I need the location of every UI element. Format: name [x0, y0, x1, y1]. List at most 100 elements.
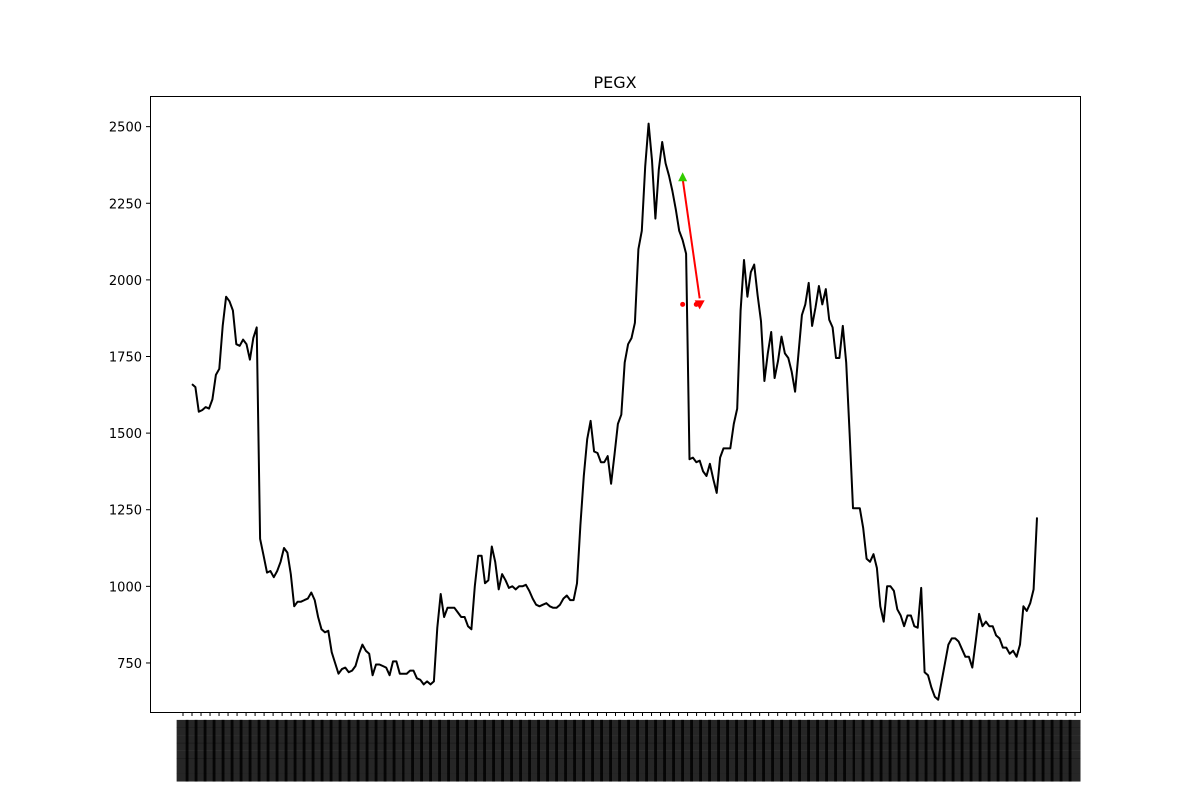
x-tick-label: ████████	[419, 720, 432, 783]
x-tick-label: ████████	[329, 720, 342, 783]
x-tick-label: ████████	[987, 720, 1000, 783]
x-tick-label: ████████	[960, 720, 973, 783]
chart-title: PEGX	[593, 73, 636, 92]
x-tick-label: ████████	[392, 720, 405, 783]
x-tick-label: ████████	[410, 720, 423, 783]
x-tick-label: ████████	[428, 720, 441, 783]
x-tick-label: ████████	[518, 720, 531, 783]
x-tick-label: ████████	[852, 720, 865, 783]
point-marker	[693, 301, 699, 307]
x-tick-label: ████████	[248, 720, 261, 783]
x-tick-label: ████████	[590, 720, 603, 783]
x-tick-label: ████████	[320, 720, 333, 783]
x-tick-label: ████████	[681, 720, 694, 783]
price-series-line	[191, 122, 1038, 701]
x-tick-label: ████████	[194, 720, 207, 783]
x-tick-label: ████████	[302, 720, 315, 783]
x-tick-label: ████████	[257, 720, 270, 783]
x-tick-label: ████████	[771, 720, 784, 783]
x-tick-label: ████████	[753, 720, 766, 783]
x-axis: ████████████████████████████████████████…	[176, 712, 1081, 783]
x-tick-label: ████████	[861, 720, 874, 783]
x-tick-label: ████████	[1059, 720, 1072, 783]
x-tick-label: ████████	[708, 720, 721, 783]
x-tick-label: ████████	[293, 720, 306, 783]
x-tick-label: ████████	[500, 720, 513, 783]
x-tick-label: ████████	[636, 720, 649, 783]
x-tick-label: ████████	[798, 720, 811, 783]
trade-arrow	[681, 178, 701, 299]
x-tick-label: ████████	[176, 720, 189, 783]
trade-annotations	[678, 172, 705, 310]
x-tick-label: ████████	[735, 720, 748, 783]
x-tick-label: ████████	[906, 720, 919, 783]
x-tick-label: ████████	[834, 720, 847, 783]
x-tick-label: ████████	[717, 720, 730, 783]
y-axis: 750 1000 1250 1500 1750 2000 2250 2500	[109, 121, 150, 672]
buy-marker	[678, 172, 688, 182]
y-tick-label: 2500	[109, 121, 142, 136]
x-tick-label: ████████	[1050, 720, 1063, 783]
x-tick-label: ████████	[311, 720, 324, 783]
x-tick-label: ████████	[338, 720, 351, 783]
plot-frame	[150, 96, 1081, 713]
y-tick-label: 1000	[109, 580, 142, 595]
x-tick-label: ████████	[969, 720, 982, 783]
x-tick-label: ████████	[464, 720, 477, 783]
x-tick-label: ████████	[509, 720, 522, 783]
x-tick-label: ████████	[816, 720, 829, 783]
x-tick-label: ████████	[284, 720, 297, 783]
x-tick-label: ████████	[572, 720, 585, 783]
x-tick-label: ████████	[401, 720, 414, 783]
x-tick-label: ████████	[482, 720, 495, 783]
x-tick-label: ████████	[230, 720, 243, 783]
y-tick-label: 2250	[109, 197, 142, 212]
x-tick-label: ████████	[203, 720, 216, 783]
x-tick-label: ████████	[1005, 720, 1018, 783]
x-tick-label: ████████	[185, 720, 198, 783]
x-tick-label: ████████	[275, 720, 288, 783]
x-tick-label: ████████	[672, 720, 685, 783]
x-tick-label: ████████	[581, 720, 594, 783]
x-tick-label: ████████	[897, 720, 910, 783]
x-tick-label: ████████	[924, 720, 937, 783]
y-tick-label: 750	[117, 657, 142, 672]
x-tick-label: ████████	[527, 720, 540, 783]
x-tick-label: ████████	[978, 720, 991, 783]
x-tick-label: ████████	[545, 720, 558, 783]
x-tick-label: ████████	[726, 720, 739, 783]
x-tick-label: ████████	[654, 720, 667, 783]
x-tick-label: ████████	[879, 720, 892, 783]
x-tick-label: ████████	[1014, 720, 1027, 783]
x-tick-label: ████████	[437, 720, 450, 783]
x-tick-label: ████████	[212, 720, 225, 783]
x-tick-label: ████████	[915, 720, 928, 783]
x-tick-label: ████████	[365, 720, 378, 783]
x-tick-label: ████████	[870, 720, 883, 783]
y-tick-label: 1750	[109, 350, 142, 365]
x-tick-label: ████████	[1041, 720, 1054, 783]
x-tick-label: ████████	[356, 720, 369, 783]
y-tick-label: 1500	[109, 427, 142, 442]
x-tick-label: ████████	[951, 720, 964, 783]
x-tick-label: ████████	[744, 720, 757, 783]
x-tick-label: ████████	[599, 720, 612, 783]
x-tick-label: ████████	[347, 720, 360, 783]
x-tick-label: ████████	[645, 720, 658, 783]
x-tick-label: ████████	[1023, 720, 1036, 783]
x-tick-label: ████████	[627, 720, 640, 783]
x-tick-label: ████████	[383, 720, 396, 783]
x-tick-label: ████████	[266, 720, 279, 783]
x-tick-label: ████████	[843, 720, 856, 783]
x-tick-label: ████████	[996, 720, 1009, 783]
x-tick-label: ████████	[446, 720, 459, 783]
x-tick-label: ████████	[536, 720, 549, 783]
y-tick-label: 2000	[109, 274, 142, 289]
x-tick-label: ████████	[491, 720, 504, 783]
point-marker	[680, 301, 686, 307]
x-tick-label: ████████	[942, 720, 955, 783]
x-tick-label: ████████	[825, 720, 838, 783]
x-tick-label: ████████	[789, 720, 802, 783]
x-tick-label: ████████	[699, 720, 712, 783]
